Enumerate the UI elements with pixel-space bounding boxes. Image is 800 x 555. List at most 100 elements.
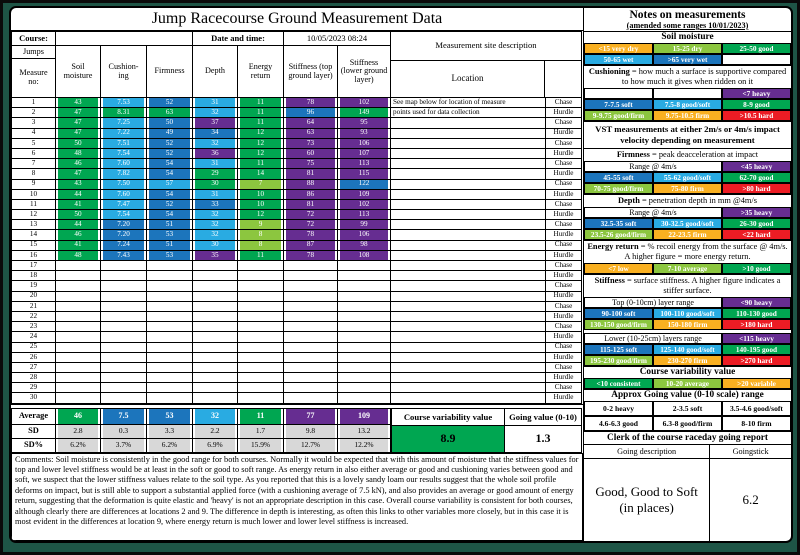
value-cell (283, 300, 338, 312)
going-value: 1.3 (535, 431, 551, 446)
measure-no: 3 (11, 117, 56, 129)
value-cell: 50 (146, 117, 193, 129)
course-cell: Hurdle (545, 147, 582, 160)
value-cell: 57 (146, 178, 193, 190)
value-cell: 11 (237, 96, 284, 109)
table-row: 2 47 8.31 63 32 11 96 149 points used for data c… (11, 107, 582, 119)
course-cell: Chase (545, 96, 582, 109)
legend-cell: 90-100 soft (584, 308, 653, 320)
course-cell: Chase (545, 137, 582, 149)
legend-cell: 230-270 firm (652, 355, 722, 367)
value-cell: 7.47 (100, 198, 147, 211)
course-cell: Chase (545, 382, 582, 394)
location-cell (390, 219, 546, 231)
value-cell: 78 (283, 96, 338, 109)
value-cell (283, 280, 338, 292)
summary-cell: 1.7 (237, 423, 284, 439)
jumps-label: Jumps (11, 45, 56, 59)
value-cell: 60 (283, 147, 338, 160)
course-column-header (544, 61, 581, 97)
location-cell (390, 331, 546, 343)
value-cell (100, 372, 147, 384)
location-cell (390, 178, 546, 190)
value-cell (146, 351, 193, 363)
legend-cell: 30-32.5 good/soft (652, 217, 722, 229)
value-cell (146, 361, 193, 374)
course-cell: Chase (545, 280, 582, 292)
comments-box: Comments: Soil moisture is consistently … (11, 452, 583, 541)
measure-no: 24 (11, 331, 56, 343)
value-cell (283, 321, 338, 333)
legend-cell: 26-30 good (721, 217, 791, 229)
stiffness-lower-legend: Lower (10-25cm) layers range <115 heavy 11… (584, 333, 791, 367)
value-cell (237, 341, 284, 353)
value-cell: 34 (192, 127, 238, 139)
value-cell (100, 280, 147, 292)
value-cell (337, 361, 391, 374)
value-cell: 73 (283, 137, 338, 149)
legend-cell: 115-125 soft (584, 344, 653, 356)
legend-cell: <45 heavy (721, 160, 791, 172)
summary-row: SD% 6.2% 3.7% 6.2% 6.9% 15.9% 12.7% 12.2% (11, 437, 391, 453)
value-cell: 46 (55, 229, 101, 241)
course-cell: Hurdle (545, 331, 582, 343)
value-cell (146, 259, 193, 272)
value-cell (337, 341, 391, 353)
legend-cell: 50-65 wet (584, 53, 653, 65)
legend-cell: <7 low (584, 263, 653, 275)
legend-cell: >80 hard (721, 182, 791, 194)
value-cell: 7.50 (100, 178, 147, 190)
table-row: 8 47 7.82 54 29 14 81 115 Hurdle (11, 168, 582, 180)
value-cell (55, 321, 101, 333)
location-cell (390, 158, 546, 170)
value-cell: 47 (55, 127, 101, 139)
value-cell (55, 341, 101, 353)
value-cell (237, 351, 284, 363)
table-row: 26 Hurdle (11, 351, 582, 363)
value-cell: 9 (237, 219, 284, 231)
value-cell (283, 290, 338, 302)
value-cell: 108 (337, 249, 391, 262)
value-cell (100, 392, 147, 404)
variability-box: Course variability value Going value (0-… (391, 407, 582, 453)
value-cell: 98 (337, 239, 391, 251)
variability-heading: Course variability value (639, 367, 736, 378)
value-cell: 106 (337, 229, 391, 241)
value-cell: 36 (192, 147, 238, 160)
summary-cell: 46 (55, 407, 101, 425)
measurement-section: Jump Racecourse Ground Measurement Data … (11, 8, 583, 541)
measure-no: 16 (11, 249, 56, 262)
comments-label: Comments: (15, 454, 54, 464)
location-cell (390, 270, 546, 282)
value-cell: 78 (283, 249, 338, 262)
legend-cell: 140-195 good (721, 344, 791, 356)
value-cell (192, 321, 238, 333)
value-cell: 96 (283, 107, 338, 119)
measure-no: 17 (11, 259, 56, 272)
value-cell: 48 (55, 249, 101, 262)
measure-no: 6 (11, 147, 56, 160)
measure-no: 11 (11, 198, 56, 211)
value-cell (283, 382, 338, 394)
course-cell: Chase (545, 321, 582, 333)
legend-cell: 6.3-8 good/firm (652, 415, 722, 431)
legend-cell: 10-20 average (652, 377, 722, 389)
main-table-box: Jump Racecourse Ground Measurement Data … (11, 8, 583, 405)
legend-cell: 22-23.5 firm (652, 228, 722, 240)
value-cell (192, 270, 238, 282)
location-cell (390, 198, 546, 211)
value-cell (237, 372, 284, 384)
value-cell (192, 361, 238, 374)
measurement-tbody: 1 43 7.53 52 31 11 78 102 See map below for loca… (11, 96, 582, 404)
value-cell (100, 351, 147, 363)
firmness-legend: Range @ 4m/s <45 heavy 45-55 soft 55-62 goo… (584, 160, 791, 194)
value-cell: 30 (192, 239, 238, 251)
energy-definition: Energy return = % recoil energy from the… (587, 241, 788, 262)
table-row: 13 44 7.20 51 32 9 72 99 Chase (11, 219, 582, 231)
measure-no: 25 (11, 341, 56, 353)
value-cell (192, 259, 238, 272)
table-row: 3 47 7.25 50 37 11 64 95 Chase (11, 117, 582, 129)
value-cell (337, 331, 391, 343)
value-cell (283, 270, 338, 282)
value-cell (55, 331, 101, 343)
